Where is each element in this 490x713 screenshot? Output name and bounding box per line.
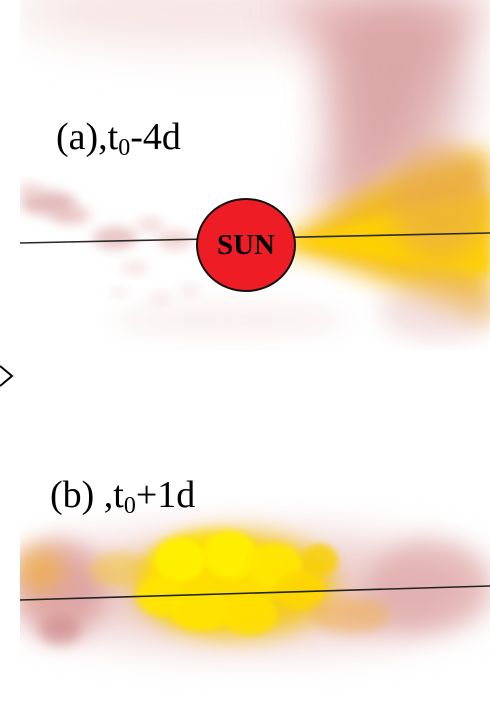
panel-b-image — [20, 531, 490, 645]
sun-label: SUN — [216, 228, 275, 261]
panel-b-reference-line — [19, 585, 490, 601]
sun-disk: SUN — [196, 198, 296, 292]
panel-b-label-suffix: +1d — [135, 474, 196, 516]
panel-b-label-prefix: (b) ,t — [50, 474, 124, 516]
panel-b-label: (b) ,t0+1d — [50, 474, 196, 518]
panel-a-label-sub: 0 — [118, 135, 131, 161]
panel-a-label-suffix: -4d — [130, 116, 181, 158]
panel-a-label-prefix: (a),t — [56, 116, 119, 158]
panel-b-label-sub: 0 — [123, 493, 136, 519]
arrow-icon — [0, 365, 14, 387]
panel-a-label: (a),t0-4d — [56, 116, 181, 160]
